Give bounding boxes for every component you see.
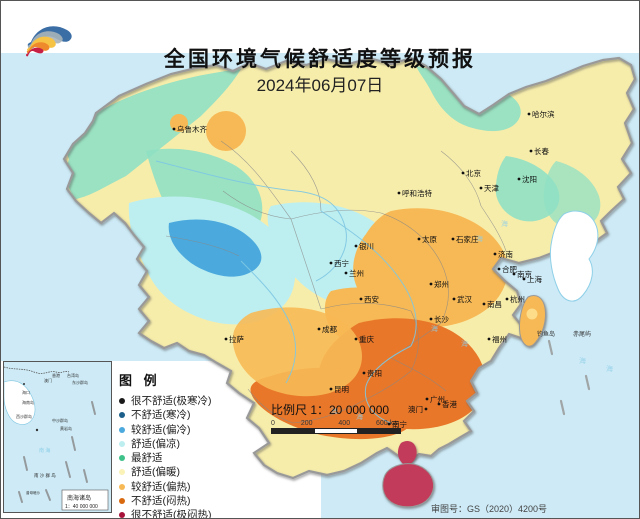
- svg-text:澳门: 澳门: [44, 377, 52, 383]
- svg-text:海: 海: [431, 324, 438, 333]
- svg-text:海口: 海口: [22, 389, 30, 395]
- svg-text:南 沙 群 岛: 南 沙 群 岛: [34, 472, 56, 479]
- svg-text:海: 海: [579, 356, 586, 365]
- svg-text:海: 海: [461, 339, 468, 348]
- svg-text:海: 海: [606, 364, 613, 373]
- svg-text:中沙群岛: 中沙群岛: [52, 417, 68, 423]
- svg-text:赤尾屿: 赤尾屿: [573, 330, 591, 338]
- svg-text:香港: 香港: [52, 372, 60, 378]
- svg-text:曾母暗沙: 曾母暗沙: [26, 490, 40, 495]
- svg-text:东沙群岛: 东沙群岛: [72, 379, 88, 385]
- svg-text:南 海: 南 海: [39, 447, 50, 454]
- svg-text:海: 海: [476, 234, 483, 243]
- svg-text:台湾岛: 台湾岛: [67, 372, 79, 378]
- svg-text:黄岩岛: 黄岩岛: [60, 425, 72, 431]
- svg-text:海南岛: 海南岛: [22, 399, 34, 405]
- svg-text:海: 海: [501, 219, 508, 228]
- svg-text:1：40 000 000: 1：40 000 000: [65, 504, 98, 510]
- svg-text:西沙群岛: 西沙群岛: [16, 413, 32, 419]
- svg-text:南海诸岛: 南海诸岛: [67, 494, 91, 502]
- svg-text:钓鱼岛: 钓鱼岛: [537, 330, 555, 338]
